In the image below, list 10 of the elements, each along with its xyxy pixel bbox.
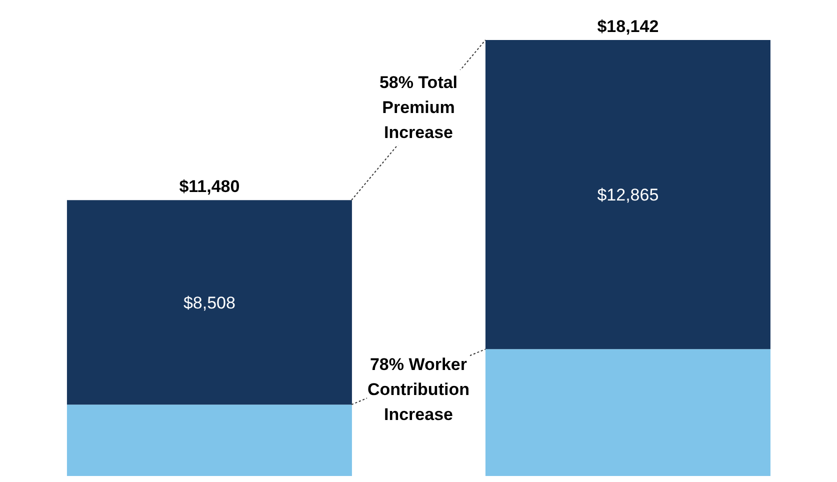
bar [66,404,352,476]
bar [66,200,352,405]
bar [485,40,770,350]
bar [485,349,770,476]
annotation: 58% Total Premium Increase [366,70,470,145]
total-label: $18,142 [597,17,659,36]
data-label: $8,508 [183,293,236,312]
data-label: $12,865 [597,186,659,205]
annotation: 78% Worker Contribution Increase [366,352,470,427]
total-label: $11,480 [179,177,240,196]
